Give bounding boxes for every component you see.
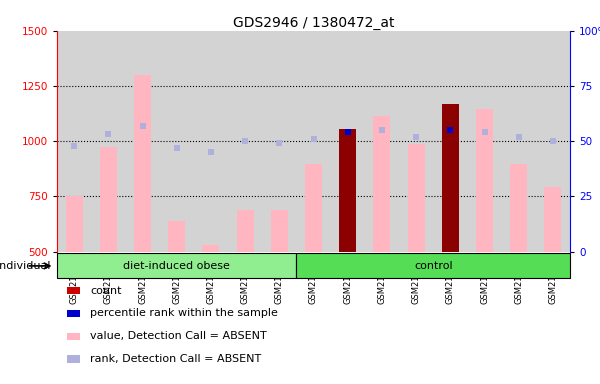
Bar xyxy=(476,109,493,252)
Bar xyxy=(467,31,502,252)
Bar xyxy=(373,116,391,252)
Bar xyxy=(544,187,562,252)
Bar xyxy=(510,164,527,252)
Bar xyxy=(67,287,80,294)
Text: rank, Detection Call = ABSENT: rank, Detection Call = ABSENT xyxy=(91,354,262,364)
Bar xyxy=(67,333,80,340)
Text: individual: individual xyxy=(0,261,55,271)
Bar xyxy=(407,144,425,252)
Bar xyxy=(536,31,570,252)
Bar xyxy=(168,220,185,252)
Text: control: control xyxy=(414,261,452,271)
Bar xyxy=(67,356,80,363)
Bar xyxy=(65,196,83,252)
Text: value, Detection Call = ABSENT: value, Detection Call = ABSENT xyxy=(91,331,267,341)
Bar xyxy=(160,31,194,252)
Text: percentile rank within the sample: percentile rank within the sample xyxy=(91,308,278,318)
Bar xyxy=(228,31,262,252)
Bar xyxy=(365,31,399,252)
Bar xyxy=(57,253,296,278)
Bar xyxy=(91,31,125,252)
Bar xyxy=(399,31,433,252)
Bar xyxy=(57,31,91,252)
Bar xyxy=(125,31,160,252)
Bar xyxy=(331,31,365,252)
Bar xyxy=(502,31,536,252)
Bar xyxy=(296,253,570,278)
Bar xyxy=(305,164,322,252)
Title: GDS2946 / 1380472_at: GDS2946 / 1380472_at xyxy=(233,16,394,30)
Bar xyxy=(100,147,117,252)
Bar xyxy=(202,245,220,252)
Text: diet-induced obese: diet-induced obese xyxy=(123,261,230,271)
Bar xyxy=(262,31,296,252)
Bar xyxy=(339,129,356,252)
Bar xyxy=(296,31,331,252)
Bar xyxy=(442,104,459,252)
Bar xyxy=(433,31,467,252)
Bar xyxy=(271,210,288,252)
Bar xyxy=(134,75,151,252)
Text: count: count xyxy=(91,286,122,296)
Bar xyxy=(236,210,254,252)
Bar xyxy=(67,310,80,317)
Bar xyxy=(194,31,228,252)
